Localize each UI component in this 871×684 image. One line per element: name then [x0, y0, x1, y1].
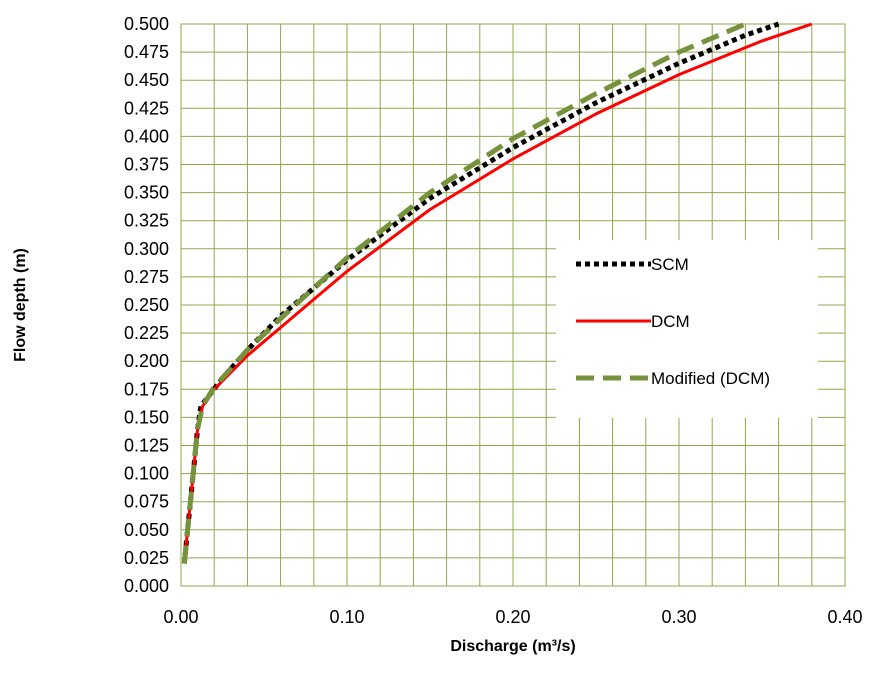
series-line-modified-dcm	[181, 21, 747, 564]
y-tick-label: 0.325	[124, 211, 169, 231]
x-axis-title: Discharge (m³/s)	[450, 638, 575, 655]
y-tick-label: 0.000	[124, 576, 169, 596]
plot-area-frame	[180, 23, 846, 587]
y-tick-label: 0.300	[124, 239, 169, 259]
legend-background	[556, 240, 818, 418]
legend-label: Modified (DCM)	[651, 369, 770, 388]
x-tick-label: 0.30	[661, 607, 696, 627]
y-axis-title: Flow depth (m)	[12, 248, 29, 362]
x-tick-label: 0.20	[495, 607, 530, 627]
x-tick-label: 0.40	[827, 607, 862, 627]
y-tick-label: 0.025	[124, 548, 169, 568]
series-layer	[181, 21, 813, 564]
y-tick-labels: 0.000 0.025 0.050 0.075 0.100 0.125 0.150 0.175…	[124, 14, 169, 596]
y-tick-label: 0.175	[124, 379, 169, 399]
legend-label: DCM	[651, 312, 690, 331]
y-tick-label: 0.400	[124, 126, 169, 146]
legend-label: SCM	[651, 255, 689, 274]
y-tick-label: 0.250	[124, 295, 169, 315]
y-tick-label: 0.200	[124, 351, 169, 371]
x-tick-label: 0.00	[163, 607, 198, 627]
y-tick-label: 0.275	[124, 267, 169, 287]
x-tick-labels: 0.00 0.10 0.20 0.30 0.40	[163, 607, 862, 627]
y-tick-label: 0.475	[124, 42, 169, 62]
y-tick-label: 0.425	[124, 98, 169, 118]
x-tick-label: 0.10	[329, 607, 364, 627]
y-tick-label: 0.075	[124, 492, 169, 512]
y-tick-label: 0.100	[124, 464, 169, 484]
y-tick-label: 0.150	[124, 407, 169, 427]
y-tick-label: 0.450	[124, 70, 169, 90]
y-tick-label: 0.050	[124, 520, 169, 540]
legend: SCM DCM Modified (DCM)	[556, 240, 818, 418]
y-tick-label: 0.125	[124, 436, 169, 456]
y-tick-label: 0.225	[124, 323, 169, 343]
y-tick-label: 0.500	[124, 14, 169, 34]
y-tick-label: 0.350	[124, 183, 169, 203]
y-tick-label: 0.375	[124, 155, 169, 175]
